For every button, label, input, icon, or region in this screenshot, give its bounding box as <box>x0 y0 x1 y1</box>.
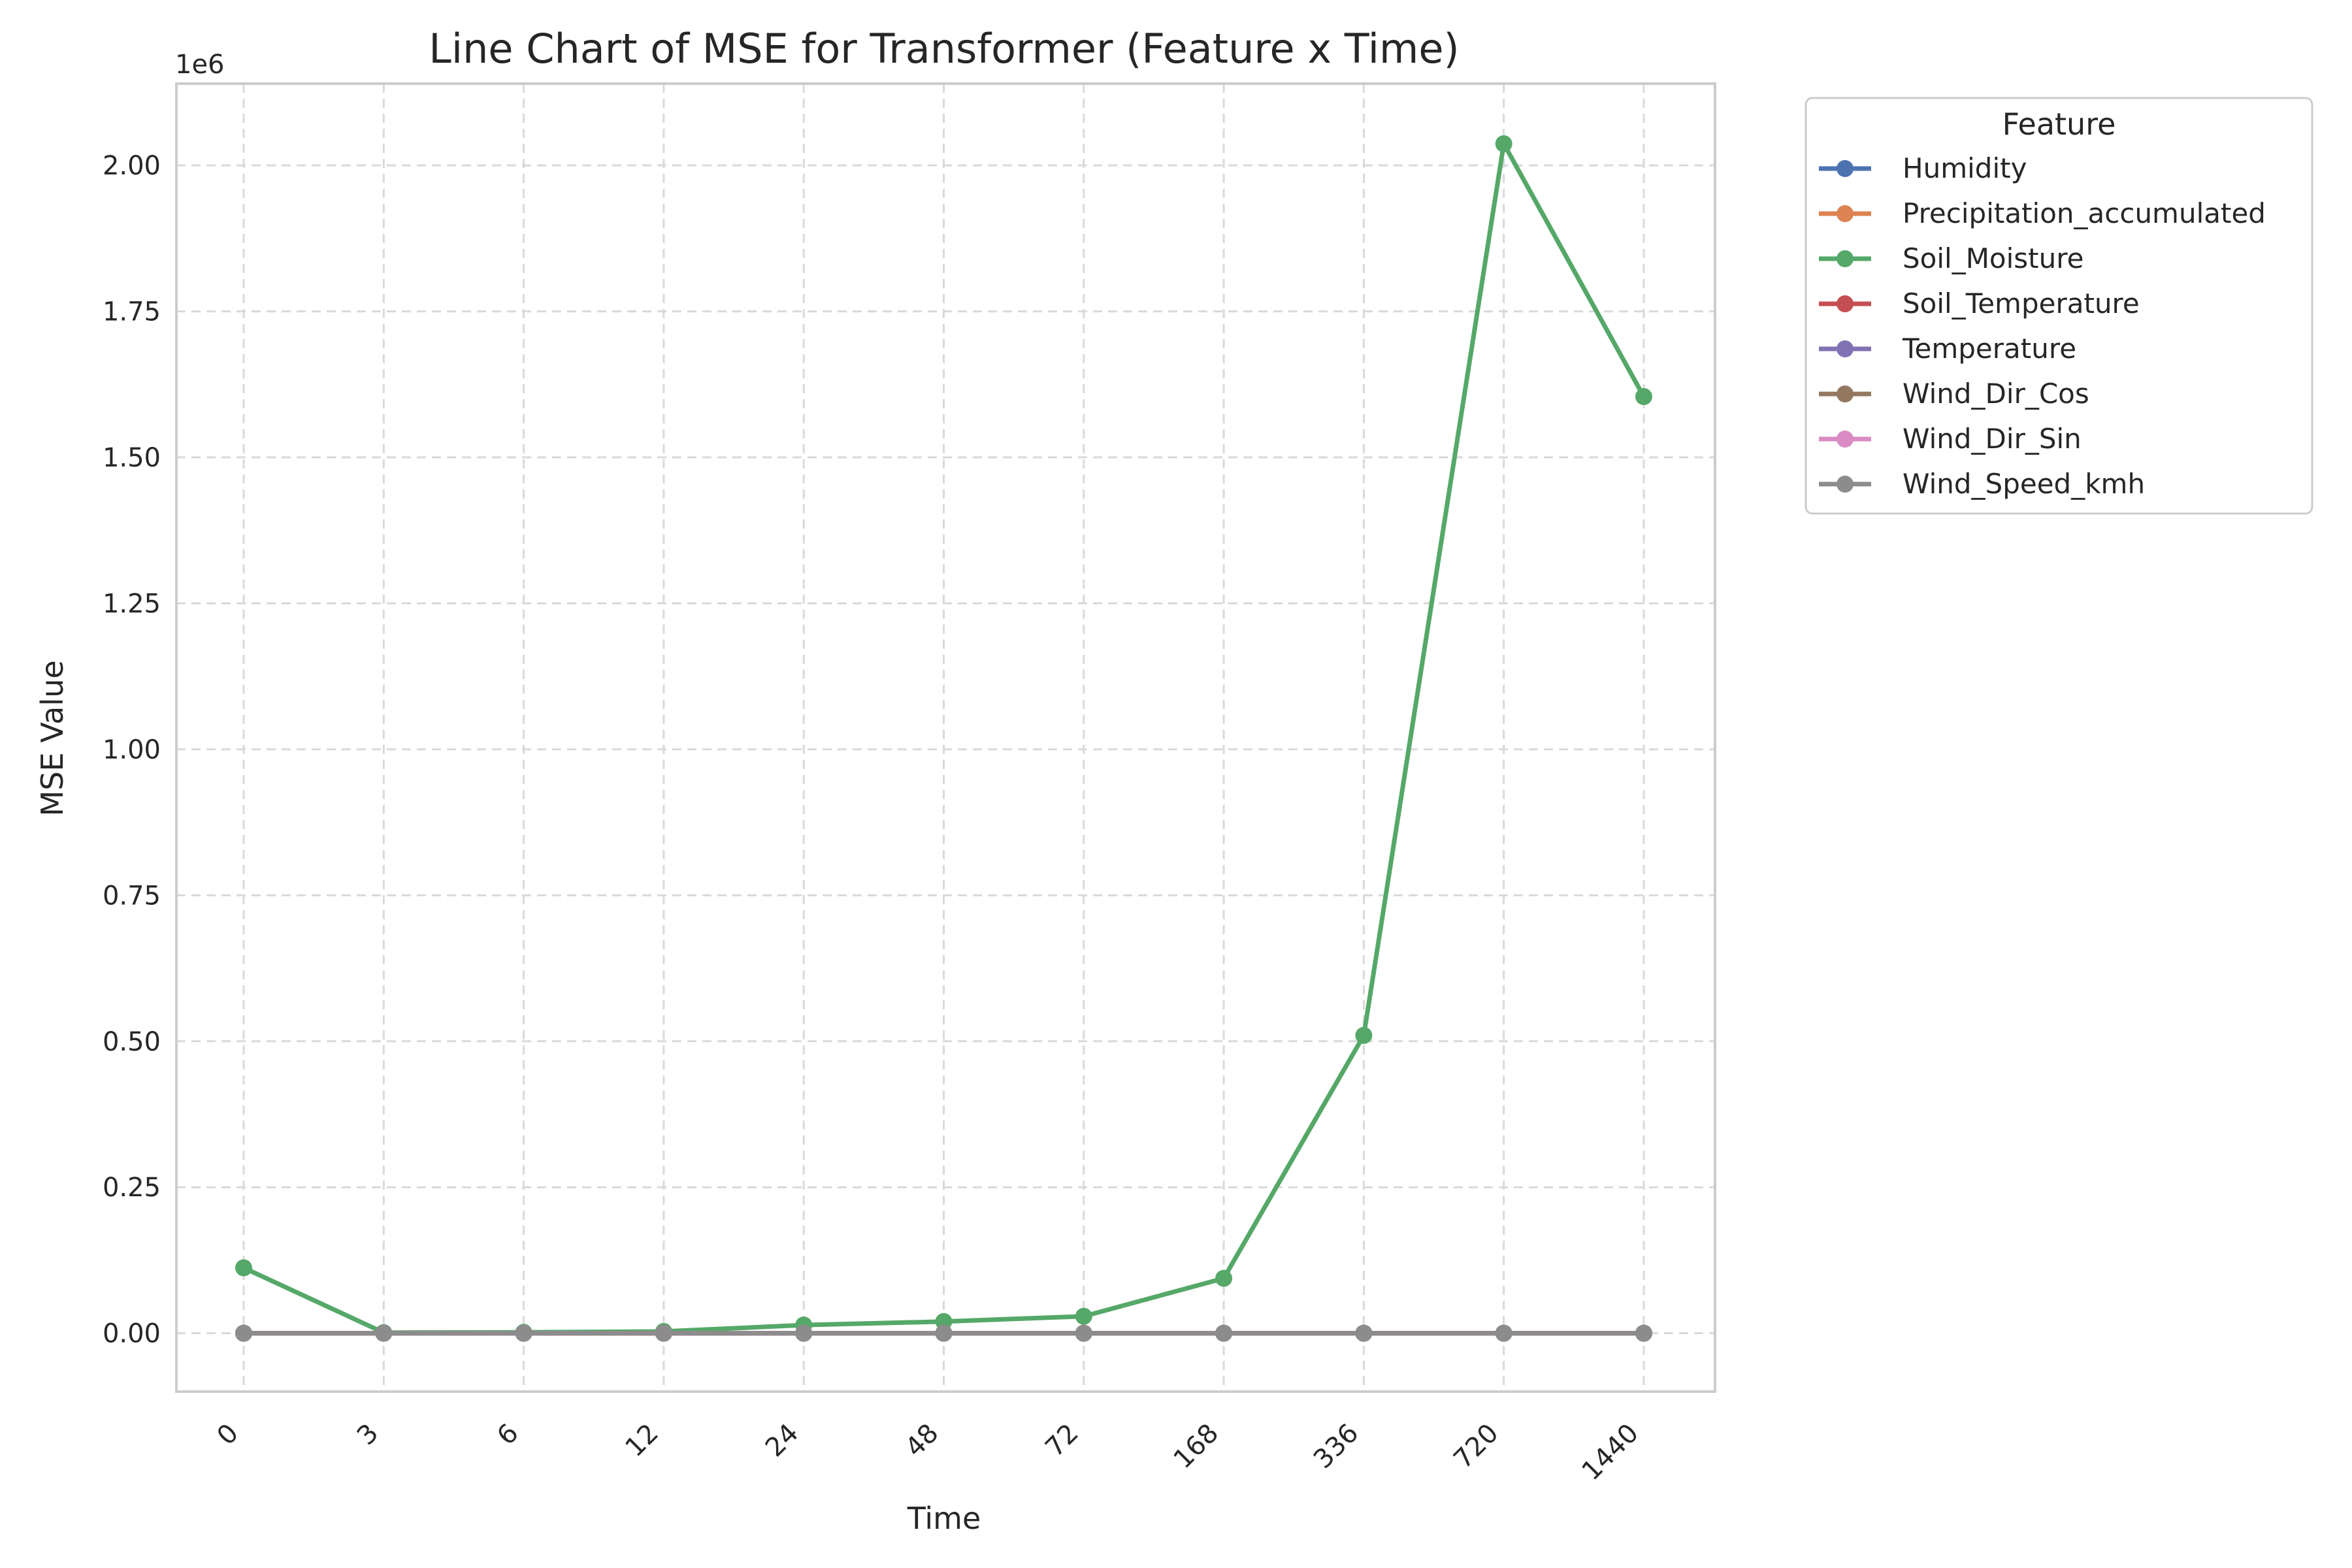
y-tick-label: 1.00 <box>103 735 161 765</box>
x-tick-label: 168 <box>1168 1418 1225 1475</box>
legend-item[interactable]: Wind_Dir_Cos <box>1819 378 2089 410</box>
x-tick-label: 3 <box>351 1418 385 1452</box>
legend[interactable]: Feature Humidity Precipitation_accumulated… <box>1805 97 2313 515</box>
legend-label: Humidity <box>1903 152 2027 184</box>
legend-swatch-marker <box>1837 250 1854 267</box>
x-tick-label: 24 <box>760 1418 805 1463</box>
y-tick-label: 0.25 <box>103 1173 161 1203</box>
plot-frame <box>175 82 1716 1393</box>
x-axis-label: Time <box>907 1501 981 1536</box>
y-tick-label: 2.00 <box>103 151 161 181</box>
x-tick-label: 720 <box>1448 1418 1505 1475</box>
x-tick-label: 6 <box>491 1418 525 1452</box>
legend-swatch-marker <box>1837 295 1854 312</box>
legend-label: Soil_Temperature <box>1903 287 2140 319</box>
legend-swatch-marker <box>1837 385 1854 402</box>
y-tick-label: 1.75 <box>103 297 161 327</box>
data-point <box>935 1313 953 1330</box>
data-point <box>935 1324 953 1342</box>
data-point <box>1355 1324 1373 1342</box>
x-tick-label: 48 <box>900 1418 945 1463</box>
series-wind-speed-kmh <box>235 1324 1652 1342</box>
y-tick-label: 0.75 <box>103 881 161 911</box>
x-tick-label: 0 <box>212 1418 245 1452</box>
series-lines <box>235 135 1652 1342</box>
y-tick-label: 0.00 <box>103 1319 161 1349</box>
data-point <box>795 1324 813 1342</box>
legend-item[interactable]: Wind_Dir_Sin <box>1819 423 2082 455</box>
legend-swatch-marker <box>1837 160 1854 177</box>
data-point <box>1635 388 1652 406</box>
legend-swatch-marker <box>1837 431 1854 448</box>
legend-label: Wind_Dir_Cos <box>1903 378 2089 410</box>
data-point <box>655 1324 672 1342</box>
data-point <box>1075 1324 1092 1342</box>
data-point <box>1215 1269 1233 1287</box>
data-point <box>1635 1324 1652 1342</box>
data-point <box>1495 135 1512 153</box>
data-point <box>375 1324 393 1342</box>
y-tick-label: 0.50 <box>103 1027 161 1057</box>
legend-item[interactable]: Humidity <box>1819 152 2027 184</box>
data-point <box>235 1259 252 1277</box>
legend-swatch-marker <box>1837 205 1854 222</box>
legend-label: Soil_Moisture <box>1903 242 2083 274</box>
legend-item[interactable]: Soil_Moisture <box>1819 242 2083 274</box>
legend-item[interactable]: Precipitation_accumulated <box>1819 197 2266 229</box>
data-point <box>515 1324 532 1342</box>
y-tick-label: 1.25 <box>103 589 161 619</box>
chart-title: Line Chart of MSE for Transformer (Featu… <box>429 25 1459 73</box>
legend-label: Temperature <box>1902 333 2076 365</box>
axes: 0 3 6 12 24 48 72 168 336 720 1440 0.00 0.25 0.50 0.75… <box>103 82 1716 1487</box>
legend-title: Feature <box>2002 106 2116 142</box>
x-tick-label: 1440 <box>1576 1418 1645 1487</box>
legend-item[interactable]: Temperature <box>1819 333 2076 365</box>
data-point <box>1215 1324 1233 1342</box>
y-axis-offset-label: 1e6 <box>175 50 225 80</box>
x-tick-label: 336 <box>1308 1418 1365 1475</box>
legend-swatch-marker <box>1837 340 1854 357</box>
y-tick-label: 1.50 <box>103 443 161 473</box>
legend-label: Precipitation_accumulated <box>1903 197 2266 229</box>
y-axis-label: MSE Value <box>35 661 70 817</box>
legend-item[interactable]: Soil_Temperature <box>1819 287 2140 319</box>
data-point <box>1075 1307 1092 1325</box>
data-point <box>1495 1324 1512 1342</box>
legend-item[interactable]: Wind_Speed_kmh <box>1819 468 2145 500</box>
legend-label: Wind_Dir_Sin <box>1903 423 2082 455</box>
x-tick-label: 12 <box>619 1418 664 1463</box>
x-tick-label: 72 <box>1039 1418 1085 1463</box>
legend-label: Wind_Speed_kmh <box>1903 468 2145 500</box>
data-point <box>235 1324 252 1342</box>
legend-box <box>1805 97 2313 515</box>
legend-swatch-marker <box>1837 476 1854 493</box>
data-point <box>1355 1026 1373 1044</box>
